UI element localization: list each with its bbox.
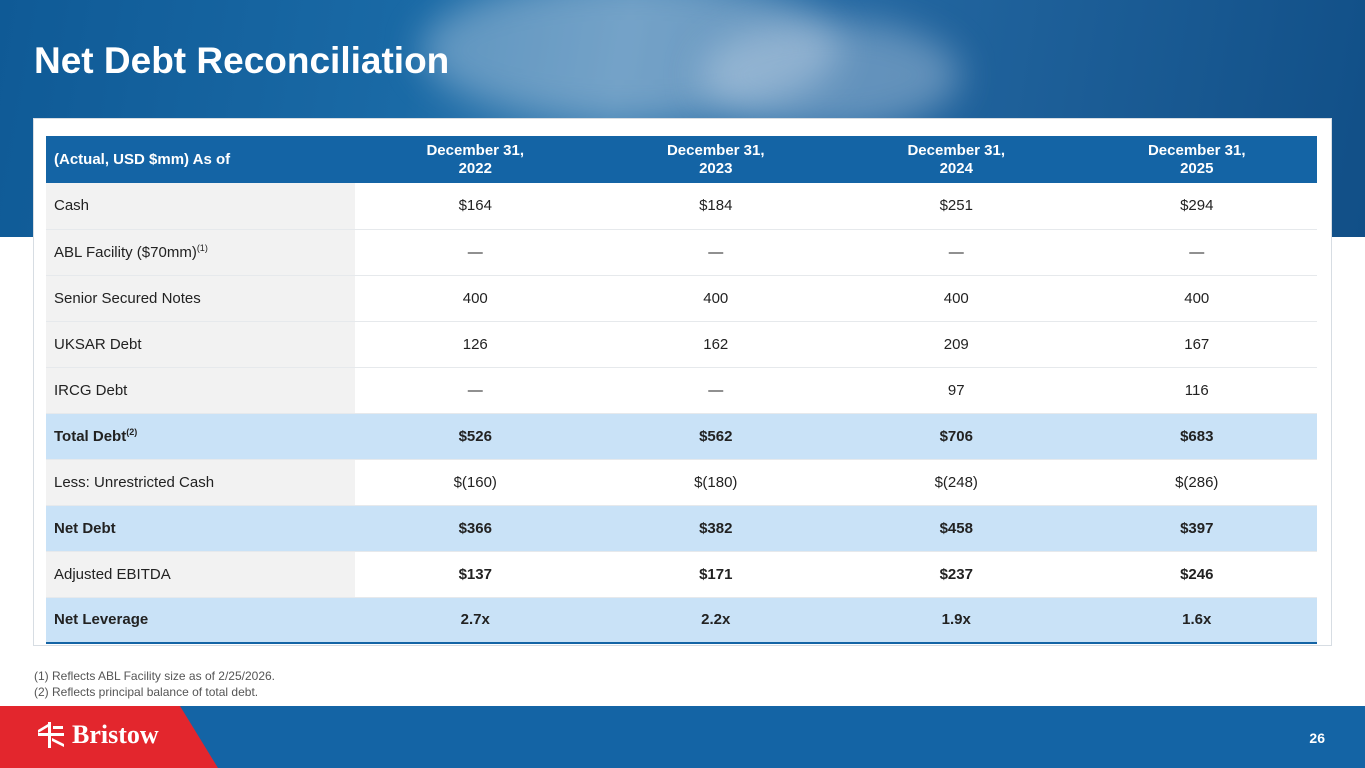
row-label-text: Less: Unrestricted Cash xyxy=(54,473,215,491)
bristow-logo: Bristow xyxy=(36,720,159,750)
cell-value: 126 xyxy=(355,321,596,368)
row-label: IRCG Debt xyxy=(46,367,355,414)
row-label-text: UKSAR Debt xyxy=(54,335,142,353)
row-label-text: Adjusted EBITDA xyxy=(54,565,171,583)
cell-value: 162 xyxy=(595,321,836,368)
cell-value: — xyxy=(836,229,1077,276)
row-label: Net Debt xyxy=(46,505,355,552)
table-row: Cash $164 $184 $251 $294 xyxy=(46,183,1317,230)
table-row: Net Debt $366 $382 $458 $397 xyxy=(46,505,1317,552)
cell-value: $382 xyxy=(595,505,836,552)
cell-value: $(286) xyxy=(1076,459,1317,506)
header-date: December 31, 2024 xyxy=(836,136,1077,183)
cell-value: $184 xyxy=(595,183,836,230)
table-row: Less: Unrestricted Cash $(160) $(180) $(248… xyxy=(46,459,1317,506)
footnote: (2) Reflects principal balance of total … xyxy=(34,685,259,699)
cell-value: 2.2x xyxy=(595,597,836,644)
header-date: December 31, 2023 xyxy=(595,136,836,183)
cell-value: $(180) xyxy=(595,459,836,506)
cell-value: $366 xyxy=(355,505,596,552)
cell-value: $706 xyxy=(836,413,1077,460)
table-header-row: (Actual, USD $mm) As of December 31, 2022… xyxy=(46,136,1317,183)
table-row: Senior Secured Notes 400 400 400 400 xyxy=(46,275,1317,322)
row-label: UKSAR Debt xyxy=(46,321,355,368)
row-label-text: IRCG Debt xyxy=(54,381,128,399)
cell-value: 167 xyxy=(1076,321,1317,368)
cell-value: $164 xyxy=(355,183,596,230)
table-card: (Actual, USD $mm) As of December 31, 2022… xyxy=(33,118,1332,646)
net-debt-table: (Actual, USD $mm) As of December 31, 2022… xyxy=(46,136,1317,644)
header-date: December 31, 2025 xyxy=(1076,136,1317,183)
cell-value: — xyxy=(355,367,596,414)
footer-bar xyxy=(0,706,1365,768)
row-label-text: ABL Facility ($70mm) xyxy=(54,244,197,261)
table-row: IRCG Debt — —97 116 xyxy=(46,367,1317,414)
cell-value: $526 xyxy=(355,413,596,460)
cell-value: — xyxy=(1076,229,1317,276)
footnote-ref: (2) xyxy=(126,427,138,437)
logo-panel xyxy=(0,706,218,768)
cell-value: — xyxy=(355,229,596,276)
row-label: Cash xyxy=(46,183,355,230)
cell-value: $683 xyxy=(1076,413,1317,460)
cell-value: 400 xyxy=(595,275,836,322)
row-label: ABL Facility ($70mm)(1) xyxy=(46,229,355,276)
cell-value: $294 xyxy=(1076,183,1317,230)
cell-value: — xyxy=(595,229,836,276)
header-label: (Actual, USD $mm) As of xyxy=(46,136,355,183)
bristow-mark-icon xyxy=(38,722,64,748)
page-number: 26 xyxy=(1309,730,1325,746)
cell-value: $137 xyxy=(355,551,596,598)
row-label-text: Total Debt xyxy=(54,428,127,445)
cell-value: $246 xyxy=(1076,551,1317,598)
cell-value: 400 xyxy=(355,275,596,322)
table-row: UKSAR Debt 126 162 209 167 xyxy=(46,321,1317,368)
page-title: Net Debt Reconciliation xyxy=(34,40,450,81)
cell-value: 209 xyxy=(836,321,1077,368)
row-label: Total Debt(2) xyxy=(46,413,355,460)
cell-value: $251 xyxy=(836,183,1077,230)
row-label: Adjusted EBITDA xyxy=(46,551,355,598)
table-row: Net Leverage 2.7x 2.2x 1.9x 1.6x xyxy=(46,597,1317,644)
cell-value: $237 xyxy=(836,551,1077,598)
table-row: Total Debt(2) $526 $562 $706 $683 xyxy=(46,413,1317,460)
cell-value: 400 xyxy=(1076,275,1317,322)
cell-value: 1.9x xyxy=(836,597,1077,644)
cell-value: $562 xyxy=(595,413,836,460)
cell-value: 1.6x xyxy=(1076,597,1317,644)
footnotes: (1) Reflects ABL Facility size as of 2/2… xyxy=(34,668,275,700)
row-label-text: Net Debt xyxy=(54,519,116,537)
cell-value: $458 xyxy=(836,505,1077,552)
table-row: Adjusted EBITDA $137 $171 $237 $246 xyxy=(46,551,1317,598)
cell-value: $397 xyxy=(1076,505,1317,552)
footnote: (1) Reflects ABL Facility size as of 2/2… xyxy=(34,669,276,683)
cell-value: 97 xyxy=(836,367,1077,414)
cell-value: $(160) xyxy=(355,459,596,506)
cell-value: 400 xyxy=(836,275,1077,322)
row-label: Senior Secured Notes xyxy=(46,275,355,322)
row-label: Net Leverage xyxy=(46,597,355,644)
cell-value: $(248) xyxy=(836,459,1077,506)
header-date: December 31, 2022 xyxy=(355,136,596,183)
cell-value: — xyxy=(595,367,836,414)
cell-value: 2.7x xyxy=(355,597,596,644)
cell-value: $171 xyxy=(595,551,836,598)
row-label-text: Net Leverage xyxy=(54,611,149,629)
row-label: Less: Unrestricted Cash xyxy=(46,459,355,506)
row-label-text: Senior Secured Notes xyxy=(54,289,201,307)
cell-value: 116 xyxy=(1076,367,1317,414)
row-label-text: Cash xyxy=(54,197,90,215)
footnote-ref: (1) xyxy=(196,243,208,253)
table-row: ABL Facility ($70mm)(1) — — — — xyxy=(46,229,1317,276)
